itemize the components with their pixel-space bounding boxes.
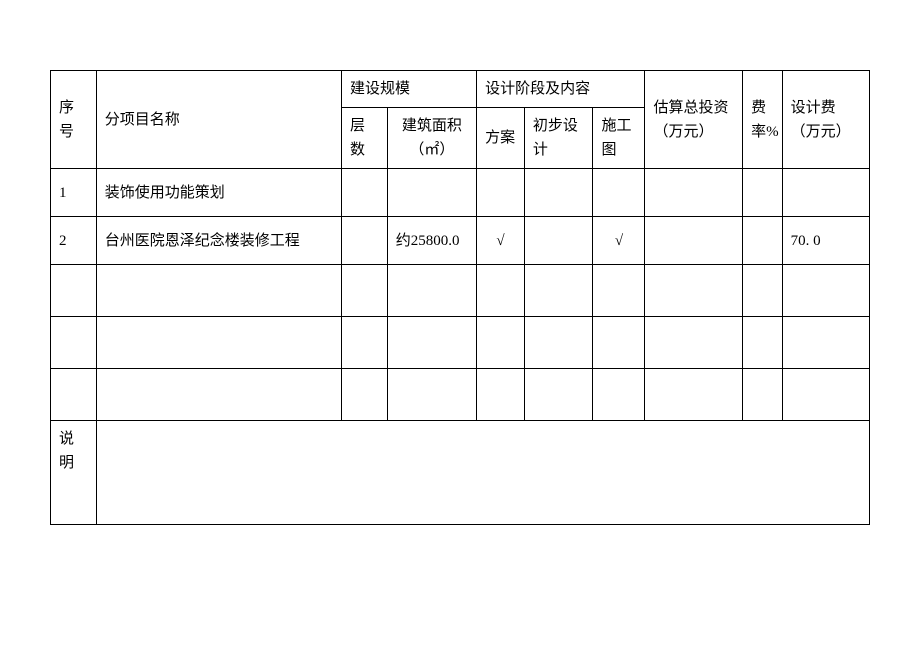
empty-cell [51,317,97,369]
empty-cell [593,369,645,421]
note-label: 说明 [51,421,97,525]
cell-plan [477,169,525,217]
empty-cell [341,369,387,421]
cell-floors [341,169,387,217]
cell-name: 台州医院恩泽纪念楼装修工程 [96,217,341,265]
empty-cell [51,265,97,317]
header-rate: 费率% [743,71,782,169]
empty-cell [782,265,869,317]
cell-constr [593,169,645,217]
cell-rate [743,217,782,265]
empty-cell [743,317,782,369]
empty-cell [645,369,743,421]
cell-rate [743,169,782,217]
table-row [51,369,870,421]
table-row: 1 装饰使用功能策划 [51,169,870,217]
empty-cell [524,317,593,369]
empty-cell [645,317,743,369]
empty-cell [782,369,869,421]
table-header-row-1: 序号 分项目名称 建设规模 设计阶段及内容 估算总投资（万元） 费率% 设计费（… [51,71,870,108]
header-fee: 设计费（万元） [782,71,869,169]
empty-cell [96,265,341,317]
header-area: 建筑面积（㎡） [387,108,476,169]
table-row: 2 台州医院恩泽纪念楼装修工程 约25800.0 √ √ 70. 0 [51,217,870,265]
cell-fee: 70. 0 [782,217,869,265]
empty-cell [51,369,97,421]
empty-cell [477,369,525,421]
header-prelim: 初步设计 [524,108,593,169]
cell-invest [645,169,743,217]
cell-floors [341,217,387,265]
header-seq: 序号 [51,71,97,169]
table-row [51,265,870,317]
cell-invest [645,217,743,265]
empty-cell [341,317,387,369]
cell-fee [782,169,869,217]
header-floors: 层数 [341,108,387,169]
empty-cell [96,369,341,421]
table-row [51,317,870,369]
note-row: 说明 [51,421,870,525]
cell-area [387,169,476,217]
empty-cell [743,265,782,317]
cell-seq: 1 [51,169,97,217]
empty-cell [96,317,341,369]
empty-cell [524,265,593,317]
header-stage-group: 设计阶段及内容 [477,71,645,108]
cell-constr: √ [593,217,645,265]
empty-cell [477,317,525,369]
empty-cell [341,265,387,317]
header-plan: 方案 [477,108,525,169]
header-name: 分项目名称 [96,71,341,169]
empty-cell [387,265,476,317]
cell-prelim [524,169,593,217]
header-invest: 估算总投资（万元） [645,71,743,169]
empty-cell [782,317,869,369]
cell-area: 约25800.0 [387,217,476,265]
note-content [96,421,869,525]
cell-name: 装饰使用功能策划 [96,169,341,217]
header-scale-group: 建设规模 [341,71,476,108]
empty-cell [743,369,782,421]
cell-plan: √ [477,217,525,265]
empty-cell [387,317,476,369]
empty-cell [524,369,593,421]
empty-cell [387,369,476,421]
header-constr: 施工图 [593,108,645,169]
design-fee-table: 序号 分项目名称 建设规模 设计阶段及内容 估算总投资（万元） 费率% 设计费（… [50,70,870,525]
empty-cell [645,265,743,317]
empty-cell [477,265,525,317]
cell-seq: 2 [51,217,97,265]
empty-cell [593,317,645,369]
empty-cell [593,265,645,317]
cell-prelim [524,217,593,265]
